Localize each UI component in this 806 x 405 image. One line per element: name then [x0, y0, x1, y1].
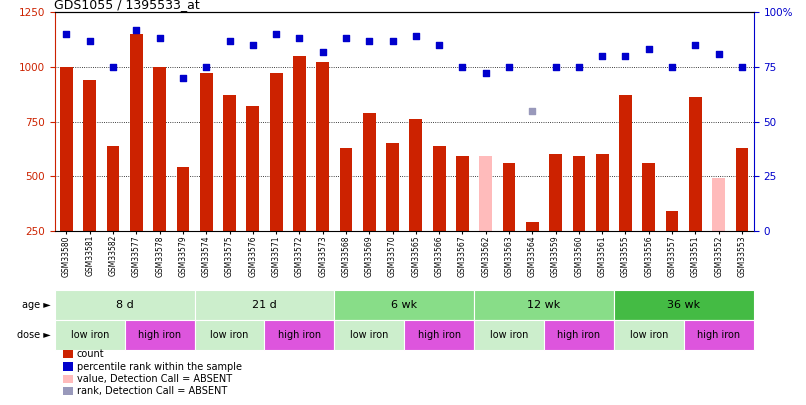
Point — [549, 64, 562, 70]
Point — [177, 75, 189, 81]
Bar — [125, 320, 194, 350]
Text: GDS1055 / 1395533_at: GDS1055 / 1395533_at — [54, 0, 200, 11]
Text: high iron: high iron — [278, 330, 321, 340]
Bar — [130, 34, 143, 231]
Bar — [106, 145, 119, 231]
Bar — [386, 143, 399, 231]
Bar — [689, 98, 702, 231]
Bar — [200, 73, 213, 231]
Bar — [474, 320, 544, 350]
Point — [339, 35, 352, 42]
Bar — [153, 67, 166, 231]
Point — [409, 33, 422, 39]
Point — [433, 42, 446, 48]
Point — [526, 107, 538, 114]
Bar — [177, 167, 189, 231]
Bar — [433, 145, 446, 231]
Point — [200, 64, 213, 70]
Bar — [736, 148, 748, 231]
Text: high iron: high iron — [138, 330, 181, 340]
Bar — [642, 163, 655, 231]
Bar — [713, 178, 725, 231]
Bar — [55, 320, 125, 350]
Point — [363, 37, 376, 44]
Text: 6 wk: 6 wk — [391, 300, 418, 310]
Text: value, Detection Call = ABSENT: value, Detection Call = ABSENT — [77, 374, 231, 384]
Point — [316, 48, 329, 55]
Bar — [683, 320, 754, 350]
Text: 21 d: 21 d — [252, 300, 276, 310]
Bar — [666, 211, 679, 231]
Point — [83, 37, 96, 44]
Point — [60, 31, 73, 37]
Text: low iron: low iron — [71, 330, 109, 340]
Point — [270, 31, 283, 37]
Bar — [503, 163, 515, 231]
Bar — [55, 290, 194, 320]
Bar — [270, 73, 282, 231]
Point — [480, 70, 492, 77]
Bar — [334, 290, 474, 320]
Point — [293, 35, 305, 42]
Point — [247, 42, 260, 48]
Bar — [474, 290, 614, 320]
Text: dose ►: dose ► — [17, 330, 51, 340]
Bar — [405, 320, 474, 350]
Text: 36 wk: 36 wk — [667, 300, 700, 310]
Bar — [316, 62, 329, 231]
Point — [223, 37, 236, 44]
Point — [642, 46, 655, 53]
Text: high iron: high iron — [697, 330, 740, 340]
Text: count: count — [77, 350, 104, 359]
Text: 12 wk: 12 wk — [527, 300, 561, 310]
Text: high iron: high iron — [557, 330, 600, 340]
Bar — [223, 95, 236, 231]
Bar — [480, 156, 492, 231]
Bar — [60, 67, 73, 231]
Bar — [83, 80, 96, 231]
Bar — [409, 119, 422, 231]
Bar — [614, 290, 754, 320]
Bar — [549, 154, 562, 231]
Point — [689, 42, 702, 48]
Point — [619, 53, 632, 59]
Point — [456, 64, 469, 70]
Point — [713, 51, 725, 57]
Bar — [339, 148, 352, 231]
Point — [596, 53, 609, 59]
Point — [503, 64, 516, 70]
Bar — [247, 106, 260, 231]
Text: low iron: low iron — [629, 330, 668, 340]
Bar — [572, 156, 585, 231]
Text: rank, Detection Call = ABSENT: rank, Detection Call = ABSENT — [77, 386, 226, 396]
Point — [106, 64, 119, 70]
Bar — [614, 320, 683, 350]
Bar — [194, 290, 334, 320]
Bar — [456, 156, 469, 231]
Text: percentile rank within the sample: percentile rank within the sample — [77, 362, 242, 371]
Bar — [596, 154, 609, 231]
Text: low iron: low iron — [490, 330, 528, 340]
Bar — [363, 113, 376, 231]
Text: low iron: low iron — [210, 330, 249, 340]
Bar — [334, 320, 405, 350]
Text: high iron: high iron — [418, 330, 461, 340]
Bar — [619, 95, 632, 231]
Bar — [544, 320, 614, 350]
Point — [736, 64, 749, 70]
Point — [572, 64, 585, 70]
Bar — [194, 320, 264, 350]
Text: 8 d: 8 d — [116, 300, 134, 310]
Bar — [264, 320, 334, 350]
Bar — [293, 56, 305, 231]
Point — [130, 26, 143, 33]
Text: low iron: low iron — [350, 330, 388, 340]
Text: age ►: age ► — [22, 300, 51, 310]
Point — [386, 37, 399, 44]
Bar — [526, 222, 538, 231]
Point — [666, 64, 679, 70]
Point — [153, 35, 166, 42]
